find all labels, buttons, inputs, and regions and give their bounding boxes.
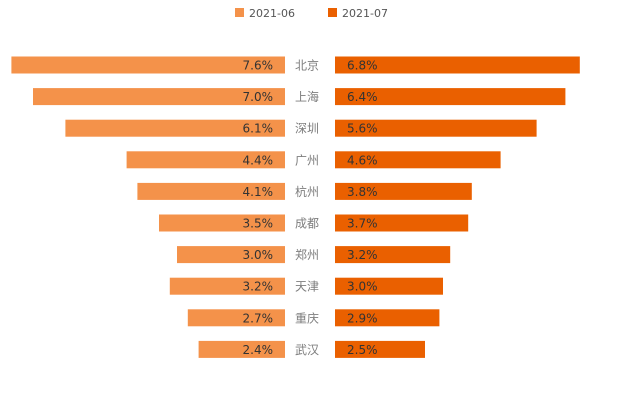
value-label-2021-07-1: 6.4% [347,90,378,104]
bar-2021-07-1 [335,88,566,106]
value-label-2021-07-8: 2.9% [347,311,378,325]
legend-swatch-2021-06 [235,8,244,17]
bar-2021-07-4 [335,182,472,200]
legend-label-2021-06: 2021-06 [249,7,295,20]
bar-2021-07-8 [335,309,440,327]
bar-2021-06-9 [198,340,285,358]
value-label-2021-06-9: 2.4% [243,343,274,357]
bar-2021-07-6 [335,246,451,264]
value-label-2021-07-6: 3.2% [347,248,378,262]
bar-2021-07-3 [335,151,501,169]
bar-2021-06-5 [159,214,285,232]
legend-swatch-2021-07 [328,8,337,17]
category-label-0: 北京 [295,59,319,73]
bar-2021-06-8 [187,309,285,327]
bar-2021-06-3 [126,151,285,169]
legend: 2021-06 2021-07 [235,7,388,20]
bar-2021-06-1 [33,88,285,106]
value-label-2021-07-7: 3.0% [347,280,378,294]
value-label-2021-07-2: 5.6% [347,122,378,136]
value-label-2021-06-5: 3.5% [243,217,274,231]
value-label-2021-07-5: 3.7% [347,217,378,231]
bar-2021-07-5 [335,214,469,232]
category-label-6: 郑州 [295,247,319,262]
category-label-8: 重庆 [295,311,319,325]
bar-2021-07-0 [335,56,580,74]
value-label-2021-07-0: 6.8% [347,59,378,73]
legend-label-2021-07: 2021-07 [342,7,388,20]
value-label-2021-06-3: 4.4% [243,153,274,167]
value-label-2021-07-4: 3.8% [347,185,378,199]
value-label-2021-06-4: 4.1% [243,185,274,199]
category-label-1: 上海 [295,89,319,104]
category-label-2: 深圳 [295,122,319,136]
value-label-2021-07-9: 2.5% [347,343,378,357]
bar-2021-07-9 [335,340,425,358]
category-label-3: 广州 [295,153,319,167]
bar-2021-06-4 [137,182,285,200]
value-label-2021-06-8: 2.7% [243,311,274,325]
bars-group: 7.6% 北京 6.8% 7.0% 上海 6.4% 6.1% 深圳 5.6% 4.4% 广州 4.6%… [11,56,580,358]
category-label-4: 杭州 [295,184,319,199]
value-label-2021-07-3: 4.6% [347,153,378,167]
category-label-7: 天津 [295,280,319,294]
value-label-2021-06-6: 3.0% [243,248,274,262]
value-label-2021-06-1: 7.0% [243,90,274,104]
bar-2021-07-2 [335,119,537,137]
bar-2021-06-7 [169,277,285,295]
value-label-2021-06-2: 6.1% [243,122,274,136]
bar-2021-06-2 [65,119,286,137]
category-label-9: 武汉 [295,343,319,357]
category-label-5: 成都 [295,217,319,231]
bar-2021-06-0 [11,56,286,74]
value-label-2021-06-0: 7.6% [243,59,274,73]
bar-2021-07-7 [335,277,443,295]
bar-2021-06-6 [177,246,285,264]
value-label-2021-06-7: 3.2% [243,280,274,294]
